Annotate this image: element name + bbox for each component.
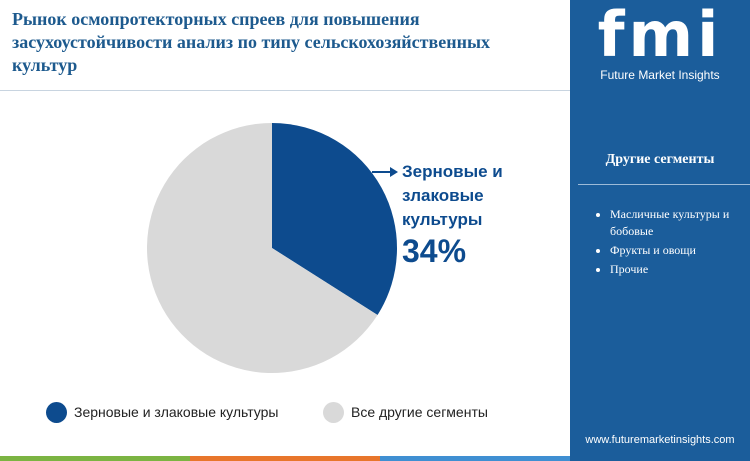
- value-label: 34%: [402, 233, 467, 269]
- separator: [578, 184, 750, 185]
- segment-item: Прочие: [610, 261, 730, 278]
- separator: [0, 90, 570, 91]
- sidebar-heading: Другие сегменты: [605, 152, 715, 167]
- pie-slice: [272, 123, 398, 315]
- logo: fmi: [597, 0, 723, 71]
- legend-label: Зерновые и злаковые культуры: [74, 404, 279, 420]
- legend-swatch: [46, 402, 67, 423]
- strip: [380, 456, 570, 461]
- url: www.futuremarketinsights.com: [585, 434, 735, 446]
- segment-item: Масличные культуры и бобовые: [610, 206, 730, 240]
- segment-list: Масличные культуры и бобовые Фрукты и ово…: [590, 206, 730, 280]
- callout-arrow: [390, 167, 398, 177]
- legend-swatch: [323, 402, 344, 423]
- segment-item: Фрукты и овощи: [610, 242, 730, 259]
- callout-label: Зерновые и злаковые культуры: [402, 162, 503, 229]
- strip: [190, 456, 380, 461]
- pie-slice: [147, 123, 378, 373]
- chart-title: Рынок осмопротекторных спреев для повыше…: [12, 9, 491, 75]
- legend-label: Все другие сегменты: [351, 404, 488, 420]
- sidebar: fmi Future Market Insights Другие сегмен…: [570, 0, 750, 461]
- chart: [0, 123, 570, 461]
- logo-tagline: Future Market Insights: [600, 68, 720, 82]
- strip: [0, 456, 190, 461]
